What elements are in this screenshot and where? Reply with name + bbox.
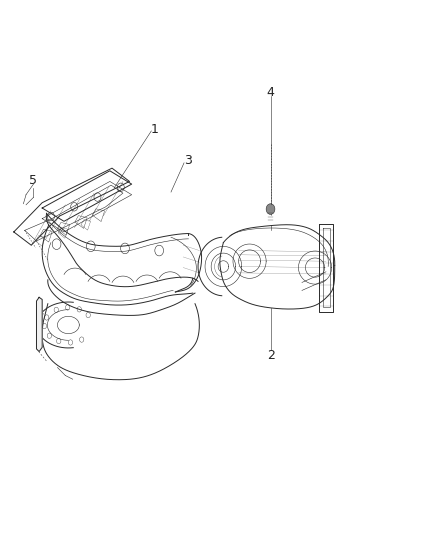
Circle shape [266, 204, 275, 214]
Text: 2: 2 [268, 349, 276, 362]
Polygon shape [36, 297, 42, 352]
Text: 1: 1 [150, 123, 158, 136]
Text: 3: 3 [184, 154, 191, 167]
Text: 4: 4 [267, 86, 275, 99]
Text: 5: 5 [29, 174, 37, 187]
